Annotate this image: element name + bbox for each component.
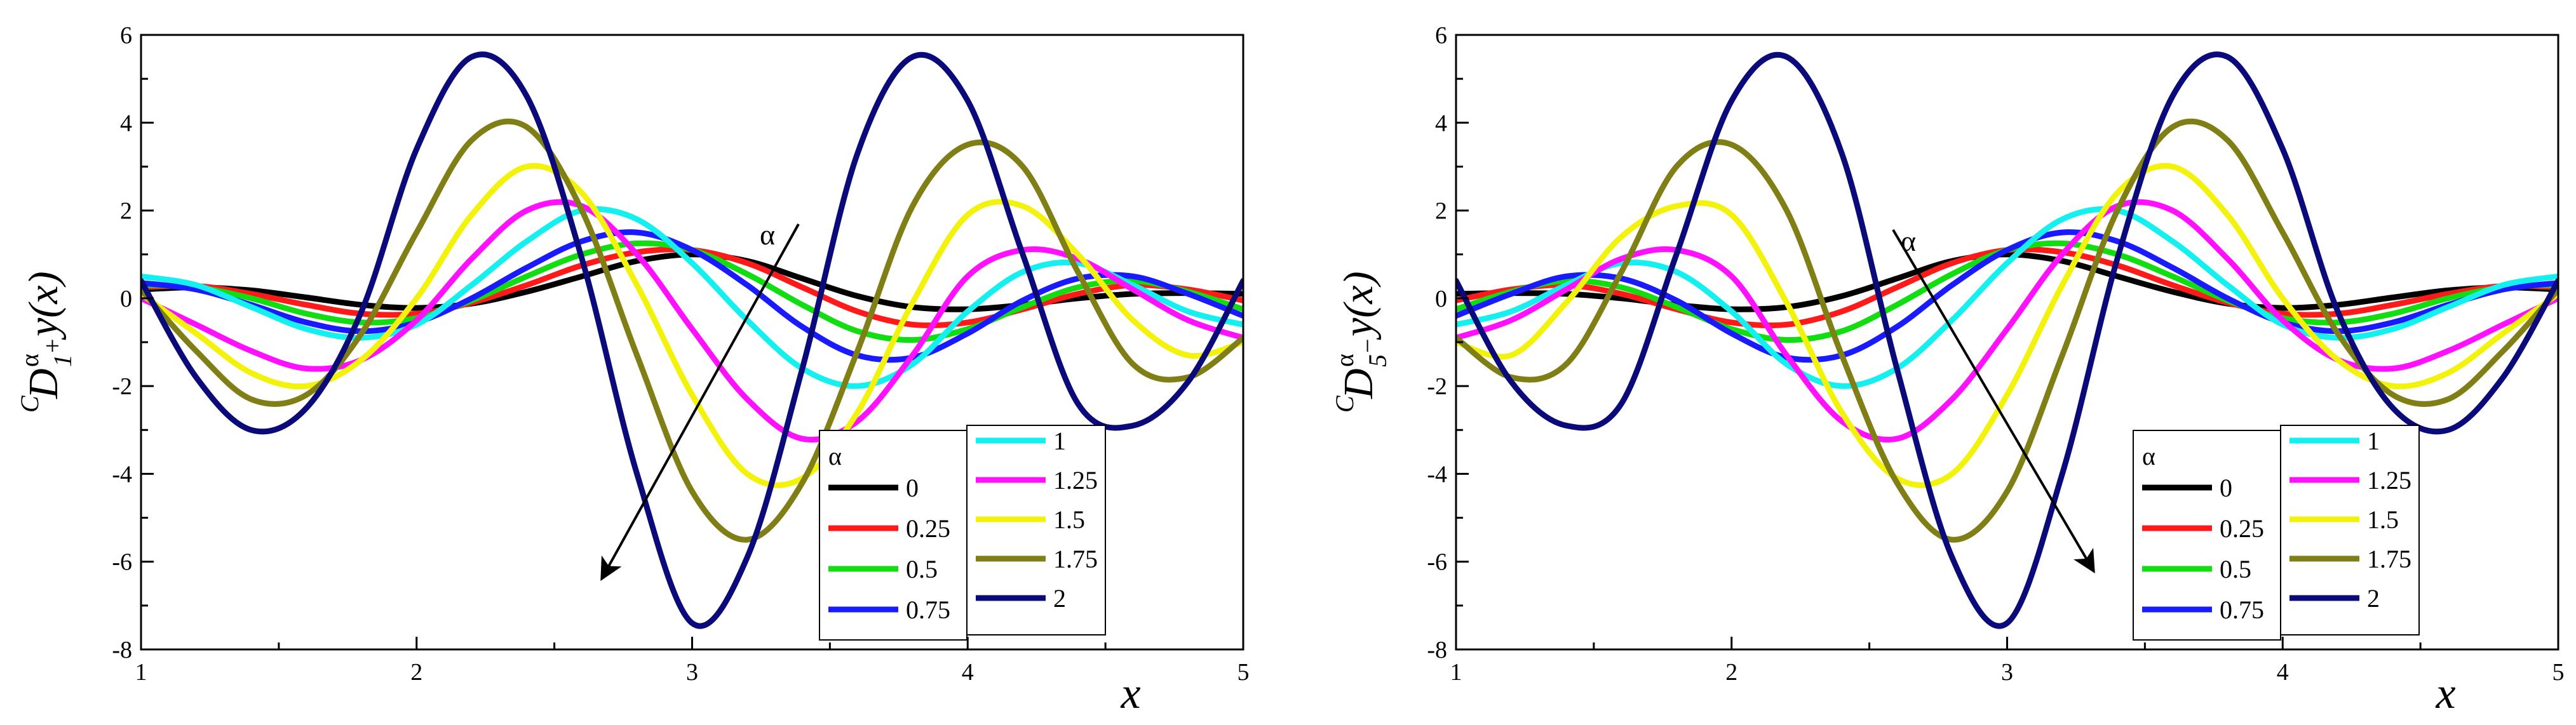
right-legend-label-alpha-1.75: 1.75	[2367, 545, 2411, 573]
left-series-line-alpha-0.75	[141, 229, 1243, 363]
left-y-tick-label: 4	[120, 110, 132, 136]
left-x-tick-label: 3	[686, 659, 698, 686]
left-series-line-alpha-1	[141, 206, 1243, 389]
right-y-axis-label-part: C	[1330, 395, 1359, 413]
left-y-axis-label: CDα 1+y(x)	[15, 271, 77, 413]
right-y-tick-label: -6	[1427, 549, 1447, 576]
right-alpha-trend-arrow	[1892, 229, 2095, 574]
left-series-line-alpha-2	[141, 51, 1243, 629]
right-legend-label-alpha-2: 2	[2367, 584, 2380, 613]
left-x-tick-label: 2	[410, 659, 422, 686]
left-y-tick-label: -2	[112, 373, 132, 400]
left-y-axis-label-part: D	[20, 368, 67, 399]
left-legend-label-alpha-2: 2	[1053, 584, 1066, 613]
left-legend-title: α	[828, 442, 842, 470]
right-y-tick-label: 0	[1435, 286, 1447, 312]
left-y-axis-label-part: +	[38, 338, 67, 353]
right-x-axis-label: x	[2435, 669, 2455, 718]
right-series-line-alpha-2	[1456, 51, 2558, 629]
left-series-line-alpha-1.5	[141, 163, 1243, 488]
left-y-axis-label-part: α	[15, 354, 44, 367]
right-y-tick-label: 6	[1435, 22, 1447, 49]
right-x-tick-label: 2	[1725, 659, 1737, 686]
right-y-axis-label-part: −	[1353, 338, 1382, 353]
left-legend-label-alpha-0.5: 0.5	[906, 555, 938, 583]
right-series-line-alpha-0.75	[1456, 229, 2558, 363]
left-series-line-alpha-1.75	[141, 118, 1243, 543]
left-legend-label-alpha-1.5: 1.5	[1053, 505, 1085, 534]
right-x-tick-label: 5	[2552, 659, 2565, 686]
right-legend-label-alpha-0.5: 0.5	[2220, 555, 2251, 583]
left-y-axis-label-part: 1	[48, 354, 77, 367]
right-y-tick-label: 2	[1435, 198, 1447, 225]
left-legend-label-alpha-1: 1	[1053, 427, 1066, 455]
right-legend-label-alpha-1.25: 1.25	[2367, 466, 2411, 495]
right-legend-label-alpha-0: 0	[2220, 474, 2232, 502]
left-y-tick-label: 2	[120, 198, 132, 225]
left-legend-label-alpha-1.75: 1.75	[1053, 545, 1098, 573]
right-y-axis-label: CDα 5−y(x)	[1330, 271, 1392, 413]
right-y-axis-label-part: 5	[1363, 354, 1392, 367]
right-y-tick-label: -8	[1427, 637, 1447, 663]
right-y-axis-label-part: α	[1330, 354, 1359, 367]
right-series-line-alpha-1.75	[1456, 118, 2558, 543]
left-x-tick-label: 5	[1237, 659, 1250, 686]
right-series-group	[1456, 51, 2558, 629]
left-y-tick-label: 6	[120, 22, 132, 49]
left-x-tick-label: 1	[135, 659, 147, 686]
left-alpha-arrow-label: α	[760, 218, 775, 251]
left-legend: α 0 0.25 0.5 0.75 1 1.25 1.5 1.75 2	[819, 425, 1106, 641]
right-legend-label-alpha-1.5: 1.5	[2367, 505, 2399, 534]
left-legend-box-1	[819, 430, 968, 641]
right-x-tick-label: 1	[1450, 659, 1462, 686]
left-legend-label-alpha-0: 0	[906, 474, 919, 502]
right-y-tick-label: -4	[1427, 461, 1447, 488]
right-legend-label-alpha-1: 1	[2367, 427, 2380, 455]
left-y-tick-label: -6	[112, 549, 132, 576]
left-x-tick-label: 4	[962, 659, 974, 686]
left-y-tick-label: -8	[112, 637, 132, 663]
right-series-line-alpha-1	[1456, 206, 2558, 389]
left-legend-label-alpha-1.25: 1.25	[1053, 466, 1098, 495]
right-y-tick-label: 4	[1435, 110, 1447, 136]
left-y-axis-label-part: y(x)	[20, 271, 67, 340]
left-y-axis-label-part: C	[15, 395, 44, 413]
left-series-group	[141, 51, 1243, 629]
left-legend-label-alpha-0.25: 0.25	[906, 514, 950, 543]
right-legend-label-alpha-0.25: 0.25	[2220, 514, 2264, 543]
left-x-axis-label: x	[1120, 669, 1140, 718]
left-y-tick-label: 0	[120, 286, 132, 312]
right-y-axis-label-part: y(x)	[1335, 271, 1382, 340]
right-alpha-arrow-label: α	[1901, 225, 1916, 257]
left-y-tick-label: -4	[112, 461, 132, 488]
left-legend-label-alpha-0.75: 0.75	[906, 595, 950, 624]
right-legend-title: α	[2142, 442, 2155, 470]
right-y-tick-label: -2	[1427, 373, 1447, 400]
right-legend-box-1	[2133, 430, 2281, 641]
left-alpha-trend-arrow	[600, 223, 800, 582]
right-legend: α 0 0.25 0.5 0.75 1 1.25 1.5 1.75 2	[2133, 425, 2420, 641]
right-x-tick-label: 4	[2277, 659, 2289, 686]
right-y-axis-label-part: D	[1335, 368, 1382, 399]
right-legend-label-alpha-0.75: 0.75	[2220, 595, 2264, 624]
right-x-tick-label: 3	[2001, 659, 2013, 686]
